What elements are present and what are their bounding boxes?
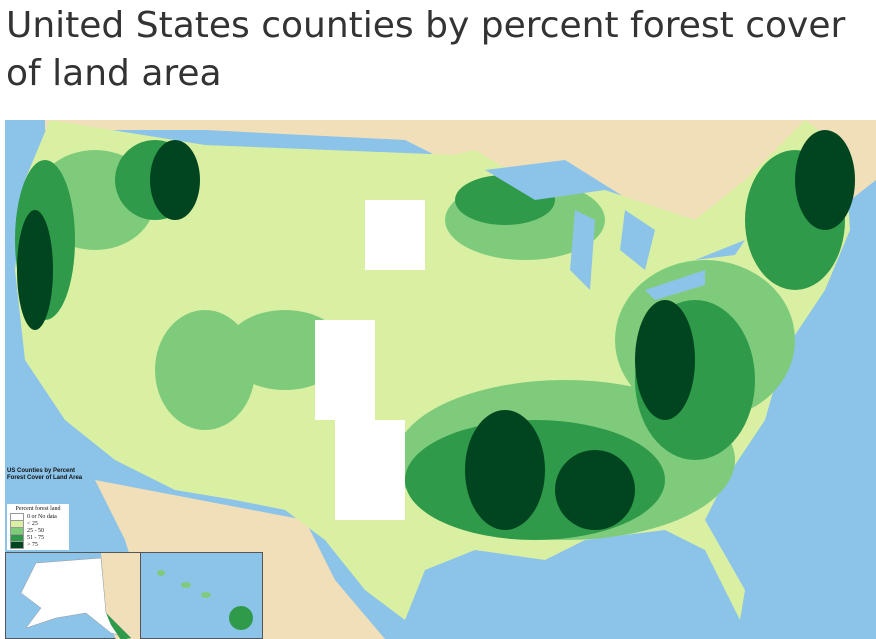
alaska-graphic: [20, 553, 141, 639]
canada-land: [45, 120, 876, 230]
page-title: United States counties by percent forest…: [6, 5, 846, 94]
map-legend: Percent forest land 0 or No data < 25 25…: [7, 504, 69, 550]
forest-cover-map: US Counties by Percent Forest Cover of L…: [5, 120, 876, 639]
us-map-graphic: [15, 120, 876, 639]
plains-no-data: [315, 200, 425, 520]
forest-patches-very-dense: [17, 130, 855, 530]
legend-title: Percent forest land: [15, 506, 61, 512]
great-lakes: [485, 160, 745, 300]
hawaii-inset: [140, 552, 263, 639]
legend-label: 25 - 50: [27, 527, 44, 534]
legend-label: 51 - 75: [27, 534, 44, 541]
alaska-inset: [5, 552, 141, 639]
map-title-line1: US Counties by Percent: [7, 468, 76, 474]
legend-label: 0 or No data: [27, 513, 57, 520]
legend-label: > 75: [27, 541, 38, 548]
map-title-line2: Forest Cover of Land Area: [7, 475, 83, 481]
hawaii-graphic: [157, 570, 253, 630]
map-title: US Counties by Percent Forest Cover of L…: [7, 468, 82, 482]
legend-label: < 25: [27, 520, 38, 527]
legend-item: > 75: [10, 540, 66, 549]
legend-swatch: [10, 540, 24, 549]
